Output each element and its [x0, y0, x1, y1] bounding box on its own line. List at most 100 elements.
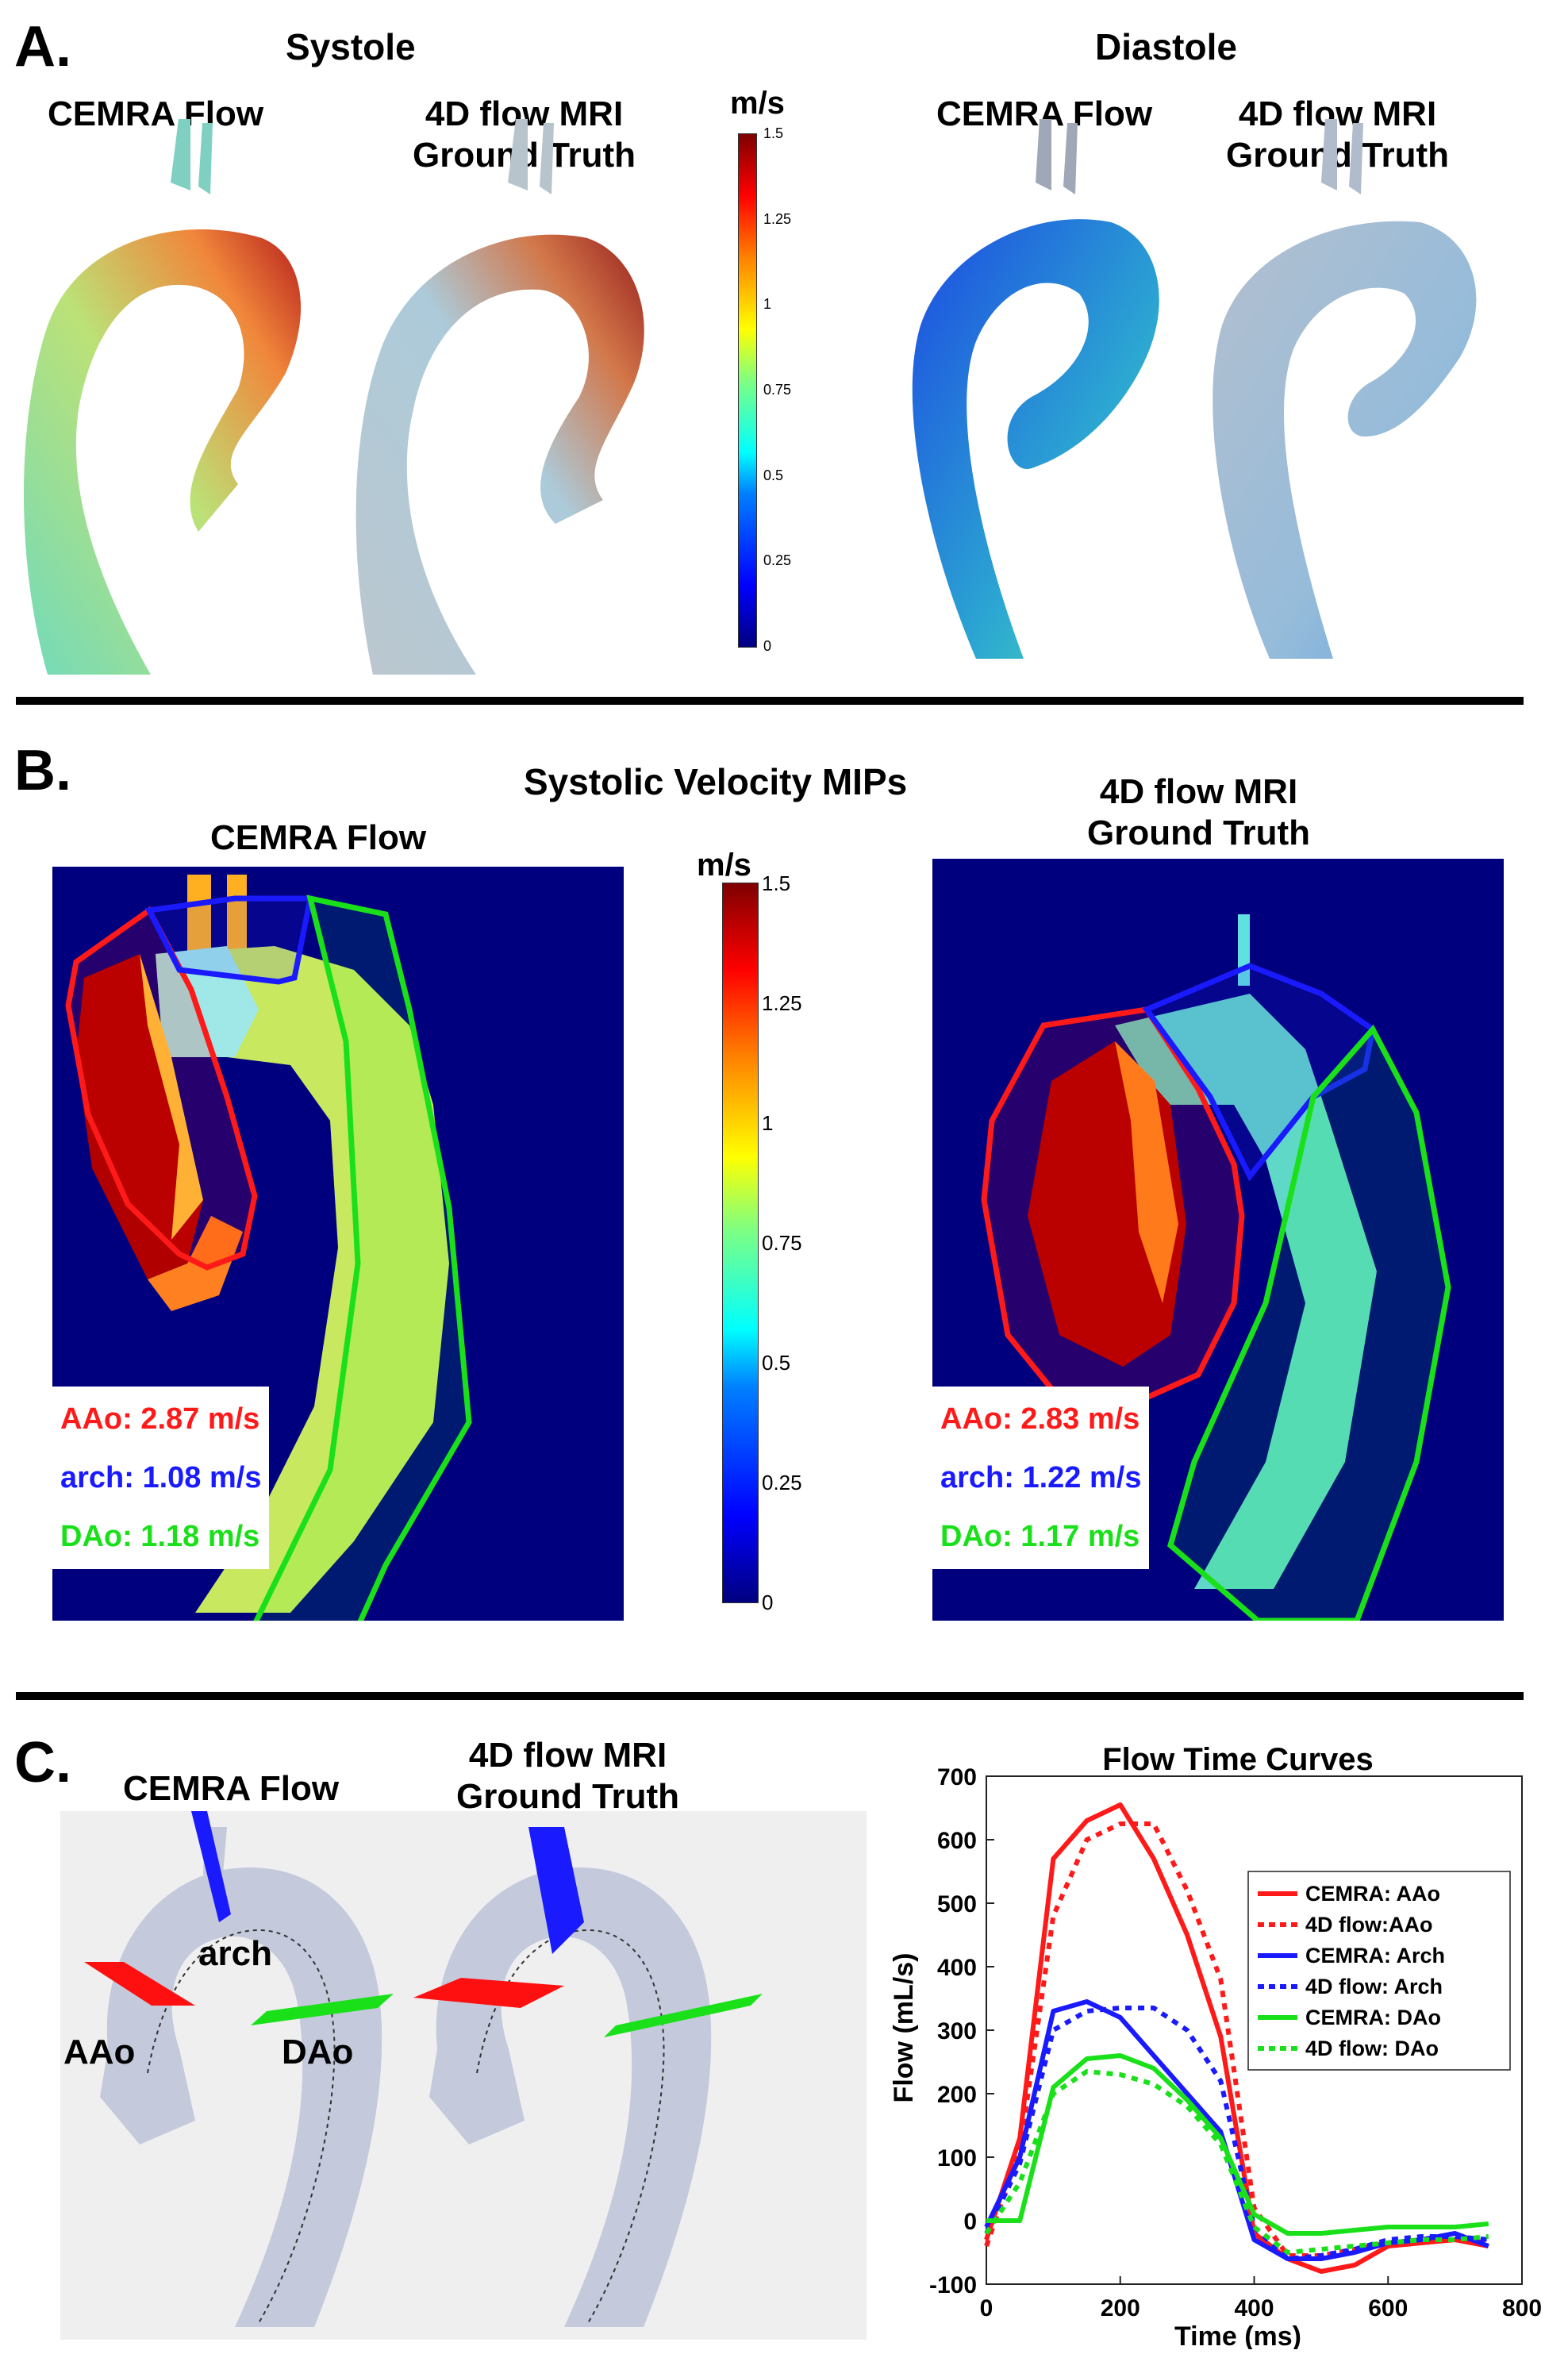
b-colorbar-tick: 1.25 — [762, 991, 802, 1015]
a-colorbar — [738, 133, 757, 648]
b-mri-aao-roi — [981, 1006, 1245, 1410]
series-line — [986, 2053, 1489, 2236]
y-tick-label: 300 — [937, 2018, 977, 2044]
mip-title: Systolic Velocity MIPs — [524, 761, 908, 802]
a-colorbar-unit: m/s — [730, 86, 785, 121]
c-mri-arch-plane — [528, 1827, 584, 1954]
legend-entry: 4D flow: Arch — [1305, 1975, 1443, 1998]
y-tick-label: 100 — [937, 2145, 977, 2171]
b-colorbar — [722, 883, 759, 1603]
legend-entry: CEMRA: DAo — [1305, 2006, 1441, 2029]
chart-xlabel: Time (ms) — [1174, 2321, 1301, 2349]
x-tick-label: 400 — [1234, 2295, 1274, 2321]
chart-ylabel: Flow (mL/s) — [889, 1953, 919, 2103]
chart-title: Flow Time Curves — [1102, 1742, 1374, 1777]
a-colorbar-tick: 1.5 — [763, 125, 784, 141]
c-cemra-aao-plane — [84, 1962, 195, 2006]
a-colorbar-tick: 1.25 — [763, 211, 792, 227]
b-mri-roi-outlines — [981, 963, 1451, 1621]
c-mri-line1: 4D flow MRI — [468, 1736, 667, 1775]
c-cemra-arch-plane — [191, 1811, 231, 1922]
b-cemra-arch-roi — [144, 895, 314, 985]
a-diastole-mri-line1: 4D flow MRI — [1238, 94, 1437, 133]
b-mri-line2: Ground Truth — [1087, 814, 1311, 852]
b-cemra-aao-roi — [65, 906, 258, 1271]
c-mri-aorta — [436, 1867, 712, 2327]
b-mri-stats-box: AAo: 2.83 m/s arch: 1.22 m/s DAo: 1.17 m… — [932, 1387, 1150, 1569]
y-tick-label: 500 — [937, 1891, 977, 1917]
panel-a-aorta-renderings — [24, 119, 1477, 675]
legend-entry: CEMRA: AAo — [1305, 1882, 1440, 1906]
b-cemra-dao-roi — [253, 894, 472, 1621]
panel-b-letter: B. — [14, 739, 71, 802]
b-cemra-roi-outlines — [65, 894, 472, 1621]
c-dao-plane-label: DAo — [282, 2033, 354, 2071]
b-cemra-stats-box: AAo: 2.87 m/s arch: 1.08 m/s DAo: 1.18 m… — [52, 1387, 270, 1569]
systole-title: Systole — [286, 26, 416, 67]
b-cemra-mip: AAo: 2.87 m/s arch: 1.08 m/s DAo: 1.18 m… — [52, 867, 624, 1621]
x-tick-label: 200 — [1101, 2295, 1140, 2321]
series-line — [984, 2069, 1489, 2255]
legend-entry: 4D flow:AAo — [1305, 1913, 1432, 1937]
b-colorbar-tick: 1.5 — [762, 871, 791, 895]
a-colorbar-tick: 1 — [763, 296, 772, 312]
a-colorbar-tick: 0.75 — [763, 382, 792, 398]
b-mri-dao-stat: DAo: 1.17 m/s — [940, 1520, 1140, 1553]
c-centerline-render — [60, 1811, 867, 2340]
c-aao-plane-label: AAo — [63, 2033, 136, 2071]
legend-entry: CEMRA: Arch — [1305, 1944, 1445, 1967]
x-tick-label: 600 — [1368, 2295, 1408, 2321]
a-systole-cemra-aorta — [24, 119, 302, 675]
panel-c-letter: C. — [14, 1731, 71, 1794]
flow-time-chart: Flow Time Curves Time (ms) Flow (mL/s) 0… — [889, 1742, 1542, 2349]
b-cemra-label: CEMRA Flow — [210, 818, 427, 857]
a-diastole-mri-aorta — [1213, 119, 1477, 659]
legend-entry: 4D flow: DAo — [1305, 2037, 1439, 2060]
b-cemra-dao-stat: DAo: 1.18 m/s — [60, 1520, 260, 1553]
b-cemra-mip-image — [76, 875, 449, 1613]
panel-a-letter: A. — [14, 15, 71, 79]
b-mri-label: 4D flow MRI Ground Truth — [1087, 771, 1310, 854]
y-tick-label: 0 — [963, 2209, 977, 2235]
b-colorbar-tick: 0.25 — [762, 1471, 802, 1494]
a-diastole-cemra-aorta — [912, 119, 1159, 659]
c-mri-line2: Ground Truth — [456, 1777, 680, 1816]
a-diastole-mri-line2: Ground Truth — [1226, 136, 1450, 175]
c-cemra-label: CEMRA Flow — [123, 1769, 340, 1808]
b-mri-dao-roi — [1167, 1024, 1451, 1621]
b-colorbar-tick: 0.75 — [762, 1231, 802, 1255]
y-tick-label: 600 — [937, 1828, 977, 1854]
x-tick-label: 0 — [980, 2295, 993, 2321]
y-tick-label: -100 — [929, 2272, 977, 2298]
b-colorbar-unit: m/s — [697, 848, 751, 883]
b-mri-mip-image — [1028, 914, 1377, 1589]
a-diastole-mri-label: 4D flow MRI Ground Truth — [1226, 94, 1449, 176]
a-systole-mri-label: 4D flow MRI Ground Truth — [413, 94, 636, 176]
b-mri-arch-stat: arch: 1.22 m/s — [940, 1461, 1142, 1494]
diastole-title: Diastole — [1095, 26, 1237, 67]
b-mri-mip: AAo: 2.83 m/s arch: 1.22 m/s DAo: 1.17 m… — [932, 859, 1504, 1621]
c-aorta-planes — [84, 1811, 763, 2327]
series-line — [984, 1802, 1489, 2274]
series-line — [984, 2006, 1489, 2261]
x-tick-label: 800 — [1502, 2295, 1542, 2321]
divider-b-c — [16, 1692, 1524, 1700]
b-mri-aao-stat: AAo: 2.83 m/s — [940, 1402, 1140, 1436]
c-cemra-dao-plane — [251, 1994, 394, 2025]
divider-a-b — [16, 697, 1524, 705]
y-tick-label: 200 — [937, 2082, 977, 2108]
a-colorbar-tick: 0 — [763, 638, 772, 654]
b-cemra-arch-stat: arch: 1.08 m/s — [60, 1461, 262, 1494]
y-tick-label: 700 — [937, 1764, 977, 1791]
c-mri-dao-plane — [604, 1994, 763, 2037]
a-systole-cemra-label: CEMRA Flow — [48, 94, 264, 133]
c-mri-label: 4D flow MRI Ground Truth — [456, 1735, 679, 1817]
c-arch-plane-label: arch — [198, 1934, 272, 1973]
a-systole-mri-aorta — [355, 119, 644, 675]
b-colorbar-tick: 0.5 — [762, 1351, 791, 1375]
b-colorbar-tick: 1 — [762, 1111, 774, 1135]
c-mri-aao-plane — [413, 1978, 564, 2008]
b-colorbar-tick: 0 — [762, 1590, 774, 1614]
b-mri-line1: 4D flow MRI — [1099, 772, 1298, 811]
b-cemra-aao-stat: AAo: 2.87 m/s — [60, 1402, 260, 1436]
